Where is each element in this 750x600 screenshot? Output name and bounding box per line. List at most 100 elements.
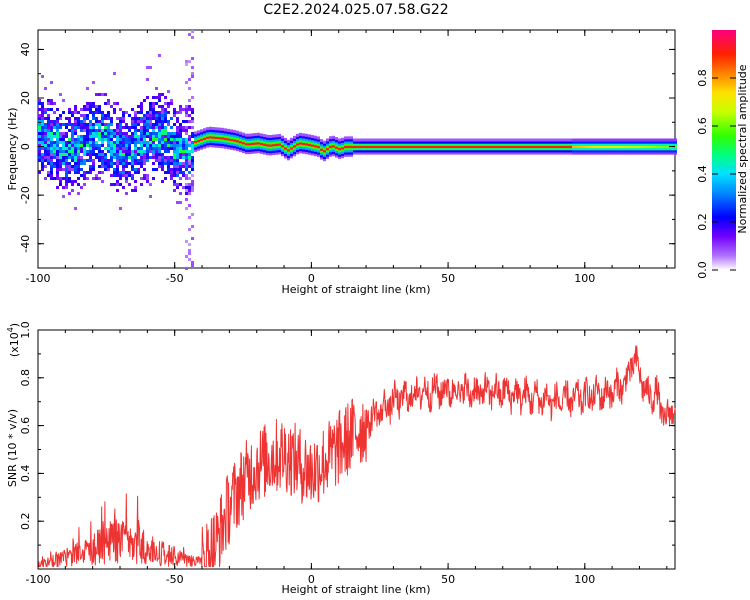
- spectrogram-cell: [83, 144, 86, 147]
- spectrogram-cell: [80, 168, 83, 171]
- spectrogram-cell: [128, 138, 131, 141]
- spectrogram-cell: [44, 126, 47, 129]
- spectrogram-cell: [425, 140, 428, 144]
- spectrogram-cell: [254, 139, 257, 143]
- spectrogram-cell: [155, 123, 158, 126]
- spectrogram-cell: [47, 135, 50, 138]
- spectrogram-cell: [83, 150, 86, 153]
- spectrogram-cell: [98, 126, 101, 129]
- spectrogram-cell: [56, 165, 59, 168]
- spectrogram-cell: [617, 151, 620, 155]
- spectrogram-cell: [185, 153, 188, 156]
- spectrogram-cell: [335, 148, 338, 152]
- spectrogram-cell: [146, 153, 149, 156]
- spectrogram-cell: [308, 147, 311, 151]
- spectrogram-ylabel: Frequency (Hz): [6, 108, 19, 191]
- spectrogram-cell: [119, 129, 122, 132]
- spectrogram-cell: [92, 177, 95, 180]
- spectrogram-cell: [77, 159, 80, 162]
- spectrogram-cell: [524, 149, 527, 153]
- spectrogram-cell: [50, 108, 53, 111]
- spectrogram-cell: [41, 132, 44, 135]
- spectrogram-cell: [41, 75, 44, 78]
- spectrogram-cell: [56, 150, 59, 153]
- spectrogram-cell: [59, 135, 62, 138]
- spectrogram-cell: [110, 117, 113, 120]
- spectrogram-cell: [98, 153, 101, 156]
- spectrogram-cell: [56, 132, 59, 135]
- spectrogram-cell: [128, 126, 131, 129]
- spectrogram-cell: [191, 75, 194, 78]
- spectrogram-cell: [110, 150, 113, 153]
- spectrogram-cell: [77, 138, 80, 141]
- spectrogram-cell: [311, 141, 314, 145]
- spectrogram-cell: [68, 171, 71, 174]
- spectrogram-cell: [59, 132, 62, 135]
- spectrogram-cell: [77, 183, 80, 186]
- spectrogram-cell: [656, 149, 659, 153]
- spectrogram-cell: [458, 149, 461, 153]
- spectrogram-cell: [536, 151, 539, 155]
- spectrogram-cell: [500, 145, 503, 149]
- spectrogram-cell: [380, 151, 383, 155]
- spectrogram-cell: [119, 159, 122, 162]
- spectrogram-cell: [98, 165, 101, 168]
- spectrogram-cell: [593, 140, 596, 144]
- spectrogram-cell: [329, 144, 332, 148]
- spectrogram-cell: [176, 111, 179, 114]
- spectrogram-cell: [416, 138, 419, 142]
- spectrogram-cell: [89, 126, 92, 129]
- spectrogram-cell: [338, 142, 341, 146]
- spectrogram-cell: [98, 120, 101, 123]
- spectrogram-cell: [473, 138, 476, 142]
- spectrogram-cell: [419, 138, 422, 142]
- spectrogram-cell: [212, 131, 215, 135]
- spectrogram-cell: [575, 147, 578, 151]
- spectrogram-cell: [50, 159, 53, 162]
- spectrogram-cell: [569, 149, 572, 153]
- spectrogram-cell: [209, 139, 212, 143]
- spectrogram-cell: [665, 142, 668, 146]
- spectrogram-cell: [629, 149, 632, 153]
- spectrogram-cell: [80, 141, 83, 144]
- spectrogram-cell: [110, 156, 113, 159]
- spectrogram-cell: [593, 138, 596, 142]
- spectrogram-cell: [527, 147, 530, 151]
- spectrogram-cell: [173, 150, 176, 153]
- spectrogram-cell: [410, 142, 413, 146]
- spectrogram-cell: [77, 144, 80, 147]
- spectrogram-cell: [293, 135, 296, 139]
- spectrogram-cell: [119, 177, 122, 180]
- spectrogram-cell: [125, 162, 128, 165]
- spectrogram-cell: [575, 145, 578, 149]
- spectrogram-cell: [59, 180, 62, 183]
- spectrogram-cell: [287, 157, 290, 161]
- spectrogram-cell: [461, 149, 464, 153]
- spectrogram-cell: [620, 147, 623, 151]
- spectrogram-cell: [641, 147, 644, 151]
- spectrogram-cell: [221, 134, 224, 138]
- spectrogram-cell: [539, 151, 542, 155]
- spectrogram-cell: [302, 137, 305, 141]
- spectrogram-cell: [500, 138, 503, 142]
- spectrogram-cell: [125, 135, 128, 138]
- spectrogram-cell: [188, 126, 191, 129]
- spectrogram-cell: [464, 142, 467, 146]
- spectrogram-cell: [122, 159, 125, 162]
- spectrogram-cell: [653, 149, 656, 153]
- spectrogram-cell: [86, 171, 89, 174]
- spectrogram-cell: [104, 168, 107, 171]
- spectrogram-cell: [323, 140, 326, 144]
- spectrogram-cell: [413, 140, 416, 144]
- svg-text:(x104): (x104): [6, 323, 21, 357]
- spectrogram-cell: [647, 151, 650, 155]
- spectrogram-cell: [74, 165, 77, 168]
- spectrogram-cell: [86, 141, 89, 144]
- spectrogram-cell: [86, 132, 89, 135]
- spectrogram-cell: [428, 142, 431, 146]
- spectrogram-cell: [107, 129, 110, 132]
- spectrogram-cell: [149, 195, 152, 198]
- spectrogram-cell: [575, 142, 578, 146]
- spectrogram-cell: [425, 151, 428, 155]
